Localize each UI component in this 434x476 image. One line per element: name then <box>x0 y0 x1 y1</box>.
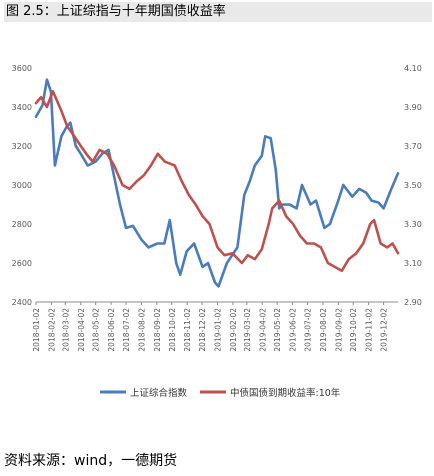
x-tick-label: 2019-11-02 <box>365 308 374 352</box>
x-tick-label: 2019-12-02 <box>380 308 389 352</box>
series-line-2 <box>34 90 400 273</box>
x-tick-label: 2018-07-02 <box>122 308 131 352</box>
y-right-tick-label: 3.90 <box>404 103 422 112</box>
x-tick-label: 2018-05-02 <box>92 308 101 352</box>
x-tick-label: 2019-02-02 <box>229 308 238 352</box>
series-line-1 <box>34 78 400 288</box>
y-left-tick-label: 2400 <box>12 298 32 307</box>
y-left-tick-label: 2600 <box>12 259 32 268</box>
x-tick-label: 2018-02-02 <box>47 308 56 352</box>
x-tick-label: 2018-09-02 <box>153 308 162 352</box>
x-tick-label: 2018-01-02 <box>32 308 41 352</box>
y-left-tick-label: 3200 <box>12 142 32 151</box>
x-tick-label: 2018-10-02 <box>168 308 177 352</box>
x-tick-label: 2019-03-02 <box>243 308 252 352</box>
x-tick-label: 2019-05-02 <box>273 308 282 352</box>
x-tick-label: 2018-06-02 <box>107 308 116 352</box>
x-tick-label: 2019-01-02 <box>213 308 222 352</box>
chart-legend: 上证综合指数 中债国债到期收益率:10年 <box>100 387 341 399</box>
y-right-tick-label: 3.50 <box>404 181 422 190</box>
x-tick-label: 2019-07-02 <box>304 308 313 352</box>
y-right-tick-label: 3.70 <box>404 142 422 151</box>
y-left-tick-label: 2800 <box>12 220 32 229</box>
chart-axes: 2400 2600 2800 3000 3200 3400 3600 2.90 3.10 3.30… <box>12 64 422 352</box>
x-tick-label: 2019-08-02 <box>319 308 328 352</box>
chart-series <box>34 78 400 288</box>
y-left-tick-label: 3000 <box>12 181 32 190</box>
figure-title: 图 2.5：上证综指与十年期国债收益率 <box>4 2 432 22</box>
y-right-tick-label: 4.10 <box>404 64 422 73</box>
line-chart: 2400 2600 2800 3000 3200 3400 3600 2.90 3.10 3.30… <box>12 64 422 399</box>
figure-source: 资料来源：wind，一德期货 <box>4 453 178 469</box>
x-tick-label: 2018-08-02 <box>137 308 146 352</box>
x-tick-label: 2019-09-02 <box>334 308 343 352</box>
x-tick-label: 2018-03-02 <box>61 308 70 352</box>
x-tick-label: 2019-06-02 <box>289 308 298 352</box>
x-tick-label: 2018-04-02 <box>77 308 86 352</box>
y-left-tick-label: 3600 <box>12 64 32 73</box>
y-right-tick-label: 3.30 <box>404 220 422 229</box>
x-tick-label: 2019-10-02 <box>349 308 358 352</box>
y-right-tick-label: 2.90 <box>404 298 422 307</box>
x-tick-label: 2019-04-02 <box>258 308 267 352</box>
legend-label-1: 上证综合指数 <box>130 387 188 399</box>
y-right-tick-label: 3.10 <box>404 259 422 268</box>
x-tick-label: 2018-12-02 <box>198 308 207 352</box>
y-left-tick-label: 3400 <box>12 103 32 112</box>
x-tick-label: 2018-11-02 <box>183 308 192 352</box>
legend-label-2: 中债国债到期收益率:10年 <box>230 387 341 399</box>
